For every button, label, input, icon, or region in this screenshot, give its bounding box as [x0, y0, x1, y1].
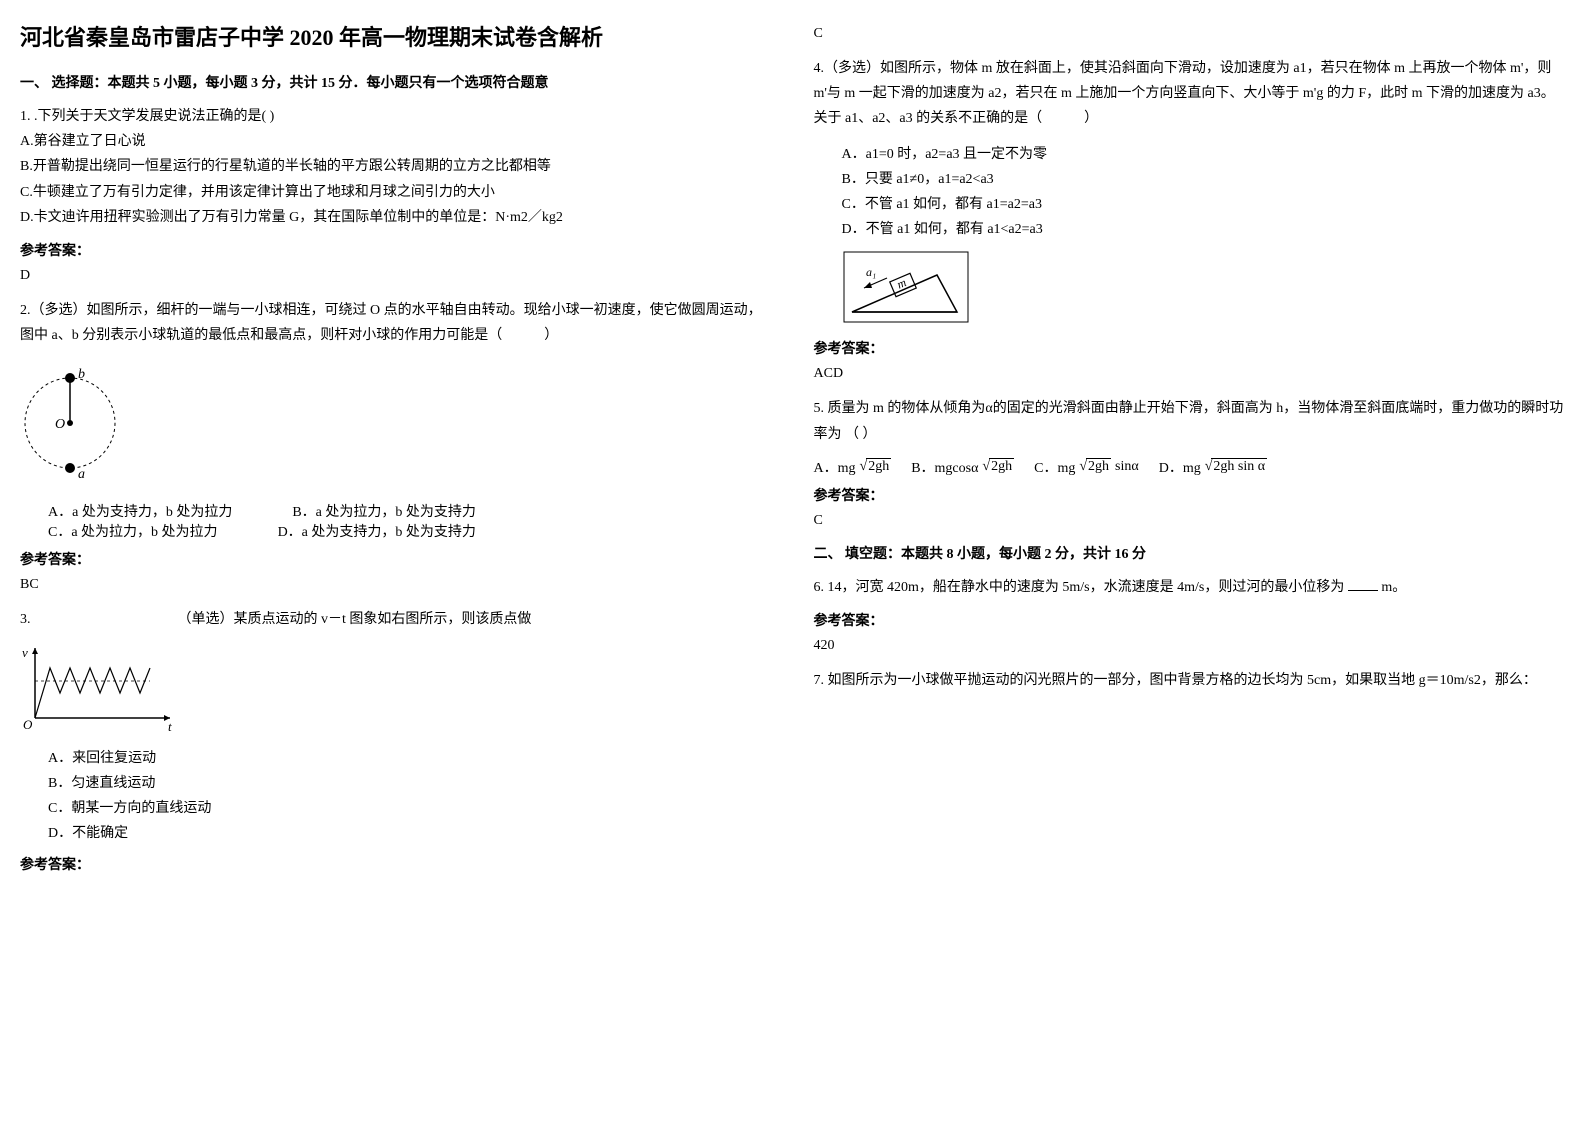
q7-stem: 7. 如图所示为一小球做平抛运动的闪光照片的一部分，图中背景方格的边长均为 5c… — [814, 673, 1537, 688]
q1-answer-label: 参考答案： — [20, 240, 774, 260]
q1-optC: C.牛顿建立了万有引力定律，并用该定律计算出了地球和月球之间引力的大小 — [20, 180, 774, 205]
q2-answer: BC — [20, 577, 774, 593]
question-4: 4.（多选）如图所示，物体 m 放在斜面上，使其沿斜面向下滑动，设加速度为 a1… — [814, 56, 1568, 132]
question-3: 3. （单选）某质点运动的 v－t 图象如右图所示，则该质点做 — [20, 607, 774, 632]
svg-text:m: m — [894, 275, 908, 291]
q3-optD: D．不能确定 — [48, 821, 774, 846]
q1-stem: 1. .下列关于天文学发展史说法正确的是( ) — [20, 104, 774, 129]
q2-optA: A．a 处为支持力，b 处为拉力 — [48, 501, 232, 521]
question-2: 2.（多选）如图所示，细杆的一端与一小球相连，可绕过 O 点的水平轴自由转动。现… — [20, 298, 774, 348]
q5-optD: D．mg √2gh sin α — [1159, 457, 1267, 477]
q6-answer-label: 参考答案： — [814, 610, 1568, 630]
section-1-header: 一、 选择题：本题共 5 小题，每小题 3 分，共计 15 分．每小题只有一个选… — [20, 72, 774, 92]
question-1: 1. .下列关于天文学发展史说法正确的是( ) A.第谷建立了日心说 B.开普勒… — [20, 104, 774, 230]
q2-stem: 2.（多选）如图所示，细杆的一端与一小球相连，可绕过 O 点的水平轴自由转动。现… — [20, 303, 762, 343]
q2-figure: O b a — [20, 358, 774, 493]
svg-text:t: t — [168, 719, 172, 733]
q5-stem: 5. 质量为 m 的物体从倾角为α的固定的光滑斜面由静止开始下滑，斜面高为 h，… — [814, 401, 1564, 441]
q2-optD: D．a 处为支持力，b 处为支持力 — [278, 521, 476, 541]
question-5: 5. 质量为 m 的物体从倾角为α的固定的光滑斜面由静止开始下滑，斜面高为 h，… — [814, 396, 1568, 446]
figure-label-O: O — [55, 417, 65, 432]
q5-options: A．mg √2gh B．mgcosα √2gh C．mg √2gh sinα D… — [814, 457, 1568, 477]
q4-optB: B．只要 a1≠0，a1=a2<a3 — [842, 167, 1568, 192]
q5-optA: A．mg √2gh — [814, 457, 892, 477]
q4-optA: A．a1=0 时，a2=a3 且一定不为零 — [842, 142, 1568, 167]
q1-optA: A.第谷建立了日心说 — [20, 129, 774, 154]
q1-optB: B.开普勒提出绕同一恒星运行的行星轨道的半长轴的平方跟公转周期的立方之比都相等 — [20, 154, 774, 179]
q4-options: A．a1=0 时，a2=a3 且一定不为零 B．只要 a1≠0，a1=a2<a3… — [814, 142, 1568, 243]
q2-optC: C．a 处为拉力，b 处为拉力 — [48, 521, 218, 541]
question-6: 6. 14，河宽 420m，船在静水中的速度为 5m/s，水流速度是 4m/s，… — [814, 575, 1568, 600]
svg-text:a₁: a₁ — [866, 265, 876, 279]
q1-answer: D — [20, 268, 774, 284]
q5-optC: C．mg √2gh sinα — [1034, 457, 1139, 477]
figure-label-b: b — [78, 367, 85, 382]
page-title: 河北省秦皇岛市雷店子中学 2020 年高一物理期末试卷含解析 — [20, 20, 774, 52]
q3-figure: v t O — [20, 643, 774, 738]
q2-answer-label: 参考答案： — [20, 549, 774, 569]
q6-stem: 6. 14，河宽 420m，船在静水中的速度为 5m/s，水流速度是 4m/s，… — [814, 580, 1345, 595]
q3-options: A．来回往复运动 B．匀速直线运动 C．朝某一方向的直线运动 D．不能确定 — [20, 746, 774, 847]
q6-answer: 420 — [814, 638, 1568, 654]
q4-stem: 4.（多选）如图所示，物体 m 放在斜面上，使其沿斜面向下滑动，设加速度为 a1… — [814, 61, 1555, 126]
svg-text:v: v — [22, 645, 28, 660]
figure-label-a: a — [78, 467, 85, 482]
q6-unit: m。 — [1381, 580, 1406, 595]
q1-optD: D.卡文迪许用扭秤实验测出了万有引力常量 G，其在国际单位制中的单位是：N·m2… — [20, 205, 774, 230]
q4-optC: C．不管 a1 如何，都有 a1=a2=a3 — [842, 192, 1568, 217]
q3-answer-label: 参考答案： — [20, 854, 774, 874]
q2-optB: B．a 处为拉力，b 处为支持力 — [292, 501, 476, 521]
q5-optB: B．mgcosα √2gh — [911, 457, 1014, 477]
q4-figure: m a₁ — [842, 250, 1568, 330]
q4-answer: ACD — [814, 366, 1568, 382]
q3-optC: C．朝某一方向的直线运动 — [48, 796, 774, 821]
q4-optD: D．不管 a1 如何，都有 a1<a2=a3 — [842, 217, 1568, 242]
q3-optA: A．来回往复运动 — [48, 746, 774, 771]
q3-stem: 3. （单选）某质点运动的 v－t 图象如右图所示，则该质点做 — [20, 612, 531, 627]
question-7: 7. 如图所示为一小球做平抛运动的闪光照片的一部分，图中背景方格的边长均为 5c… — [814, 668, 1568, 693]
svg-text:O: O — [23, 717, 33, 732]
q5-answer: C — [814, 513, 1568, 529]
q3-optB: B．匀速直线运动 — [48, 771, 774, 796]
q5-answer-label: 参考答案： — [814, 485, 1568, 505]
q4-answer-label: 参考答案： — [814, 338, 1568, 358]
q3-answer: C — [814, 26, 1568, 42]
section-2-header: 二、 填空题：本题共 8 小题，每小题 2 分，共计 16 分 — [814, 543, 1568, 563]
q6-blank — [1348, 590, 1378, 591]
